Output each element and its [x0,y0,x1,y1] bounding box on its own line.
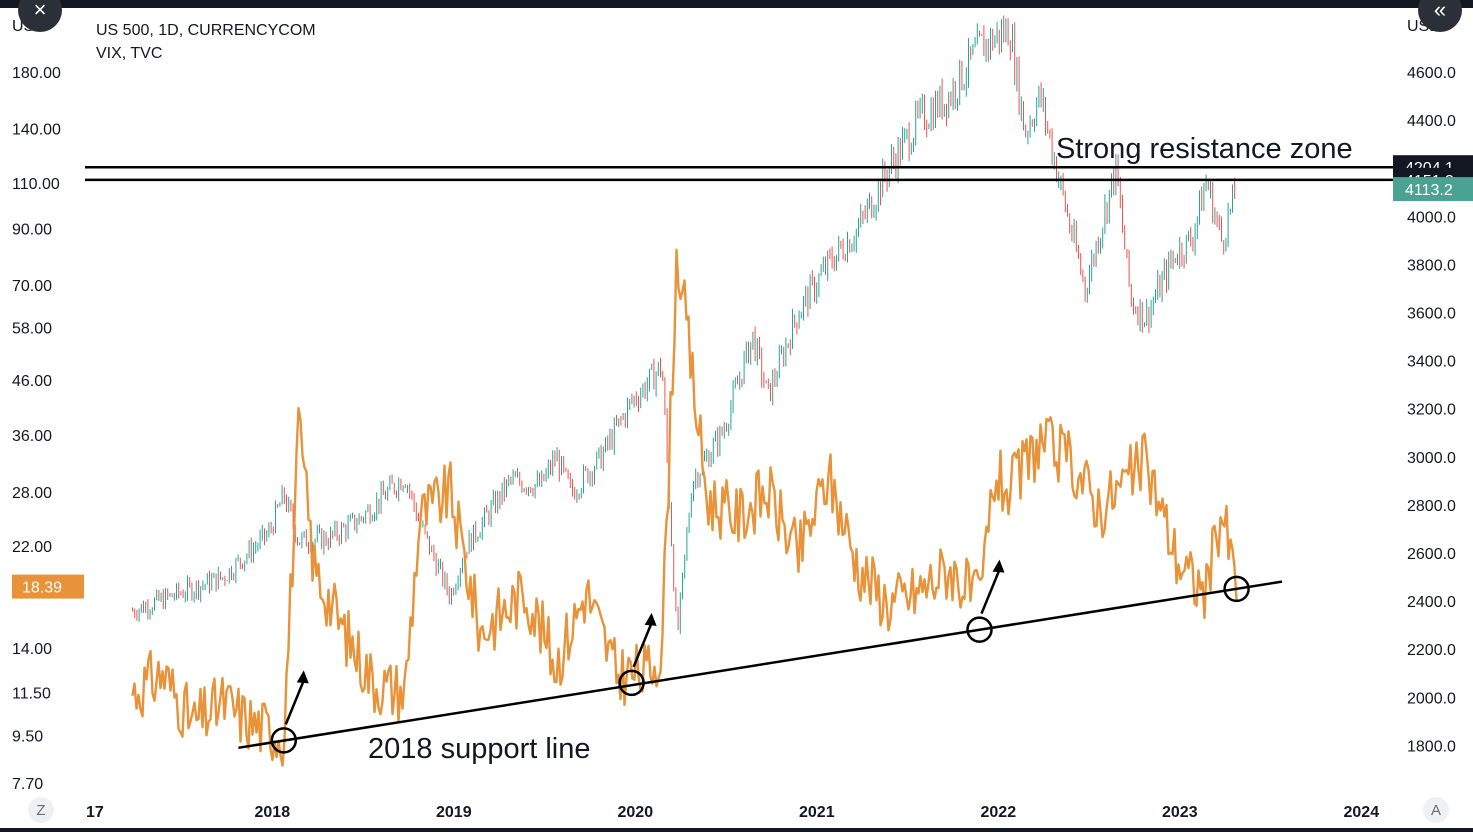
right-axis-tick: 2400.0 [1407,594,1456,611]
right-axis-tick: 2800.0 [1407,498,1456,515]
collapse-glyph: « [1433,0,1447,22]
right-axis-tick: 2200.0 [1407,642,1456,659]
top-bar [0,0,1473,8]
legend-symbol-spx[interactable]: US 500, 1D, CURRENCYCOM [96,22,316,39]
left-axis-tick: 180.00 [12,65,61,82]
left-axis-tick: 90.00 [12,221,52,238]
x-axis-tick: 2021 [799,804,835,821]
left-axis-tick: 46.00 [12,373,52,390]
support-line [238,580,1283,750]
right-axis-tick: 3600.0 [1407,306,1456,323]
left-axis-tick: 9.50 [12,729,43,746]
z-label: Z [36,801,46,819]
right-axis-tick: 4400.0 [1407,113,1456,130]
left-axis-tick: 7.70 [12,776,43,793]
right-axis-tick: 1800.0 [1407,738,1456,755]
close-glyph: × [33,0,47,22]
vix-line-layer [131,248,1238,767]
support-label: 2018 support line [368,733,591,765]
vix-series-line [131,248,1238,767]
right-axis-tick: 3000.0 [1407,450,1456,467]
right-axis-tick: 4000.0 [1407,209,1456,226]
right-axis-tick: 3200.0 [1407,402,1456,419]
x-axis-tick: 2024 [1344,804,1380,821]
left-axis-tick: 58.00 [12,321,52,338]
spx-price-badge [1393,177,1473,202]
spx-price-badge-label: 4113.2 [1405,182,1453,199]
bounce-arrow [632,622,653,668]
spx-candles-layer [132,15,1236,635]
left-axis-tick: 70.00 [12,278,52,295]
bottom-bar [0,828,1473,832]
x-axis-tick: 2022 [981,804,1017,821]
legend-symbol-vix[interactable]: VIX, TVC [96,45,163,62]
bounce-arrowhead [992,559,1005,573]
support-touch-circle [966,616,993,643]
x-axis-tick: 2019 [436,804,472,821]
right-axis-tick: 3400.0 [1407,354,1456,371]
axes-layer: 180.00 140.00 110.00 90.00 70.00 58.00 46.00 36… [12,65,1456,821]
left-axis-tick: 14.00 [12,641,52,658]
x-axis-tick: 2020 [618,804,654,821]
left-axis-tick: 28.00 [12,485,52,502]
left-axis-tick: 140.00 [12,122,61,139]
support-touch-circle [618,669,645,697]
x-axis-tick: 2023 [1162,804,1198,821]
bounce-arrow [284,679,305,725]
a-label: A [1430,801,1441,819]
left-axis-tick: 22.00 [12,539,52,556]
x-axis-tick: 17 [86,804,104,821]
vix-price-badge [12,574,84,599]
bounce-arrowhead [296,670,309,684]
price-badges-layer: 4204.14151.34113.218.39 [12,155,1473,599]
x-axis-tick: 2018 [255,804,291,821]
bounce-arrow [980,569,1001,615]
resistance-label: Strong resistance zone [1056,133,1353,165]
support-touch-circle [1223,575,1250,603]
left-axis-tick: 36.00 [12,428,52,445]
bounce-arrowhead [644,612,657,626]
right-axis-tick: 2000.0 [1407,690,1456,707]
left-axis-tick: 110.00 [12,176,60,193]
auto-scale-toggle[interactable]: A [1423,797,1449,823]
reference-lines-layer [85,165,1393,754]
right-axis-tick: 3800.0 [1407,257,1456,274]
support-touch-circle [270,727,298,754]
vix-price-badge-label: 18.39 [22,580,62,597]
right-axis-tick: 4600.0 [1407,65,1456,82]
log-scale-toggle[interactable]: Z [28,797,54,823]
left-axis-tick: 11.50 [12,686,51,703]
chart-legend: US 500, 1D, CURRENCYCOM VIX, TVC [96,19,316,65]
right-axis-tick: 2600.0 [1407,546,1456,563]
